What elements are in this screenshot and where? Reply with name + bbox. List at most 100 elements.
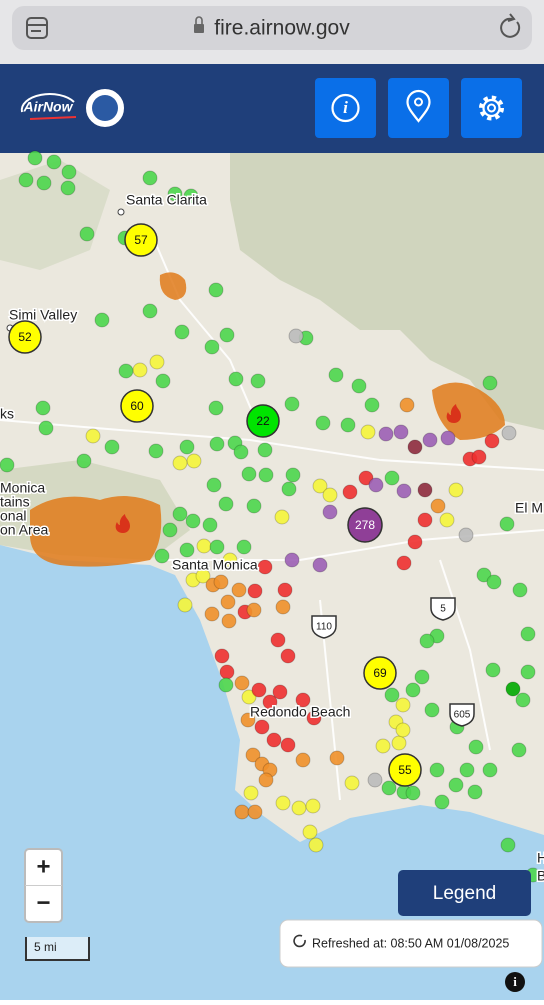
sensor-dot[interactable] (419, 633, 435, 649)
sensor-dot[interactable] (240, 712, 256, 728)
sensor-dot[interactable] (209, 539, 225, 555)
sensor-dot[interactable] (360, 424, 376, 440)
sensor-dot[interactable] (405, 785, 421, 801)
sensor-dot[interactable] (381, 780, 397, 796)
sensor-dot[interactable] (417, 512, 433, 528)
sensor-dot[interactable] (448, 777, 464, 793)
sensor-dot[interactable] (258, 772, 274, 788)
location-button[interactable] (388, 78, 449, 138)
sensor-dot[interactable] (254, 719, 270, 735)
sensor-dot[interactable] (458, 527, 474, 543)
sensor-dot[interactable] (306, 710, 322, 726)
sensor-dot[interactable] (195, 568, 211, 584)
sensor-dot[interactable] (85, 428, 101, 444)
sensor-dot[interactable] (396, 555, 412, 571)
sensor-dot[interactable] (167, 186, 183, 202)
info-button[interactable]: i (315, 78, 376, 138)
sensor-dot[interactable] (228, 371, 244, 387)
sensor-dot[interactable] (384, 470, 400, 486)
sensor-dot[interactable] (312, 557, 328, 573)
aqi-cluster[interactable] (8, 320, 42, 354)
sensor-dot[interactable] (375, 738, 391, 754)
sensor-dot[interactable] (18, 172, 34, 188)
sensor-dot[interactable] (266, 732, 282, 748)
sensor-dot[interactable] (35, 400, 51, 416)
sensor-dot[interactable] (185, 513, 201, 529)
attribution-info[interactable]: i (505, 972, 525, 992)
sensor-dot[interactable] (284, 396, 300, 412)
sensor-dot[interactable] (183, 188, 199, 204)
sensor-dot[interactable] (79, 226, 95, 242)
sensor-dot[interactable] (312, 478, 328, 494)
sensor-dot[interactable] (251, 682, 267, 698)
sensor-dot[interactable] (172, 506, 188, 522)
sensor-dot[interactable] (222, 552, 238, 568)
sensor-dot[interactable] (424, 702, 440, 718)
sensor-dot[interactable] (391, 735, 407, 751)
sensor-dot[interactable] (250, 373, 266, 389)
sensor-dot[interactable] (520, 664, 536, 680)
sensor-dot[interactable] (295, 752, 311, 768)
sensor-dot[interactable] (515, 692, 531, 708)
sensor-dot[interactable] (448, 482, 464, 498)
sensor-dot[interactable] (308, 837, 324, 853)
sensor-dot[interactable] (476, 567, 492, 583)
sensor-dot[interactable] (202, 517, 218, 533)
sensor-dot[interactable] (395, 722, 411, 738)
sensor-dot[interactable] (196, 538, 212, 554)
sensor-dot[interactable] (241, 689, 257, 705)
sensor-dot[interactable] (439, 512, 455, 528)
sensor-dot[interactable] (208, 282, 224, 298)
sensor-dot[interactable] (340, 417, 356, 433)
sensor-dot[interactable] (174, 324, 190, 340)
sensor-dot[interactable] (484, 433, 500, 449)
sensor-dot[interactable] (60, 180, 76, 196)
aqi-cluster[interactable] (124, 223, 158, 257)
sensor-dot[interactable] (417, 482, 433, 498)
sensor-dot[interactable] (234, 804, 250, 820)
sensor-dot[interactable] (329, 750, 345, 766)
sensor-dot[interactable] (434, 794, 450, 810)
sensor-dot[interactable] (61, 164, 77, 180)
sensor-dot[interactable] (275, 795, 291, 811)
reload-icon[interactable] (500, 17, 521, 38)
sensor-dot[interactable] (233, 444, 249, 460)
sensor-dot[interactable] (384, 687, 400, 703)
sensor-dot[interactable] (422, 432, 438, 448)
sensor-dot[interactable] (430, 498, 446, 514)
sensor-dot[interactable] (277, 582, 293, 598)
sensor-dot[interactable] (231, 582, 247, 598)
sensor-dot[interactable] (262, 694, 278, 710)
sensor-dot[interactable] (179, 542, 195, 558)
sensor-dot[interactable] (429, 762, 445, 778)
sensor-dot[interactable] (280, 648, 296, 664)
sensor-dot[interactable] (364, 397, 380, 413)
sensor-dot[interactable] (482, 375, 498, 391)
sensor-dot[interactable] (467, 784, 483, 800)
legend-button[interactable]: Legend (398, 870, 531, 916)
sensor-dot[interactable] (322, 504, 338, 520)
sensor-dot[interactable] (186, 453, 202, 469)
sensor-dot[interactable] (132, 362, 148, 378)
sensor-dot[interactable] (27, 150, 43, 166)
sensor-dot[interactable] (407, 534, 423, 550)
sensor-dot[interactable] (234, 675, 250, 691)
sensor-dot[interactable] (46, 154, 62, 170)
sensor-dot[interactable] (148, 443, 164, 459)
sensor-dot[interactable] (204, 606, 220, 622)
sensor-dot[interactable] (501, 425, 517, 441)
sensor-dot[interactable] (505, 681, 521, 697)
sensor-dot[interactable] (459, 762, 475, 778)
sensor-dot[interactable] (204, 339, 220, 355)
sensor-dot[interactable] (284, 552, 300, 568)
zoom-out[interactable]: − (36, 889, 50, 916)
sensor-dot[interactable] (36, 175, 52, 191)
sensor-dot[interactable] (272, 684, 288, 700)
sensor-dot[interactable] (407, 439, 423, 455)
sensor-dot[interactable] (236, 539, 252, 555)
sensor-dot[interactable] (38, 420, 54, 436)
sensor-dot[interactable] (219, 327, 235, 343)
sensor-dot[interactable] (243, 785, 259, 801)
sensor-dot[interactable] (358, 470, 374, 486)
sensor-dot[interactable] (486, 574, 502, 590)
